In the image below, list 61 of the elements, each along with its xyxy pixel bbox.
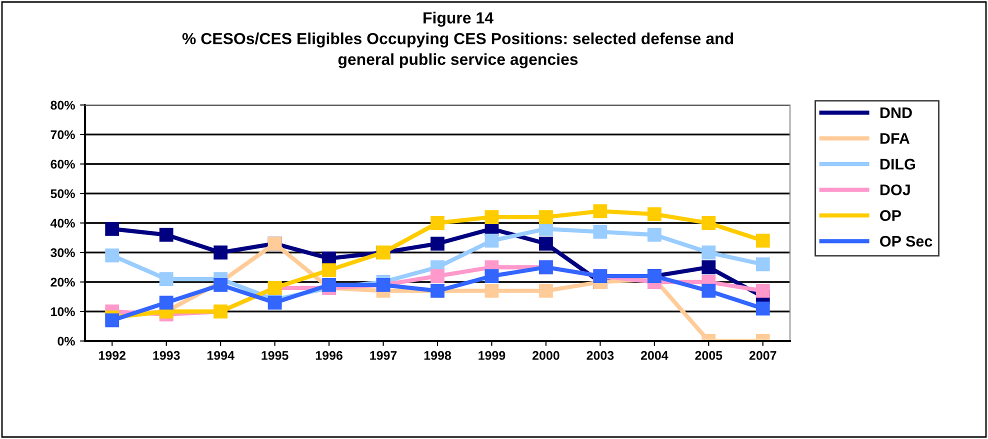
x-tick-label: 1996 xyxy=(316,351,342,360)
legend-label: DOJ xyxy=(880,184,910,196)
point xyxy=(702,260,716,274)
chart-title: Figure 14 % CESOs/CES Eligibles Occupying CES Positions: selected defense and general public service agencies xyxy=(182,12,734,68)
point xyxy=(539,236,553,251)
x-tick-label: 1992 xyxy=(99,351,126,360)
point xyxy=(484,269,499,284)
point xyxy=(647,228,662,242)
x-tick-label: 2005 xyxy=(695,351,722,360)
x-tick-label: 2007 xyxy=(749,351,776,360)
point xyxy=(159,228,174,242)
y-tick-label: 70% xyxy=(50,130,75,140)
point xyxy=(159,272,174,286)
point xyxy=(105,248,120,262)
x-tick-label: 1994 xyxy=(207,351,234,360)
point xyxy=(756,302,770,316)
x-tick-label: 1993 xyxy=(153,351,180,360)
y-tick-label: 20% xyxy=(50,278,75,287)
point xyxy=(593,204,608,218)
point xyxy=(430,269,444,284)
point xyxy=(702,216,716,230)
x-tick-label: 1998 xyxy=(424,351,452,360)
point xyxy=(430,216,444,230)
y-tick-label: 0% xyxy=(58,336,75,346)
point xyxy=(647,207,662,222)
y-tick-label: 10% xyxy=(51,307,75,316)
x-tick-label: 1997 xyxy=(370,351,397,360)
x-tick-label: 1995 xyxy=(262,351,288,360)
point xyxy=(484,234,499,248)
point xyxy=(702,284,716,298)
point xyxy=(702,246,716,260)
point xyxy=(105,313,120,328)
point xyxy=(430,236,444,251)
point xyxy=(539,284,553,298)
point xyxy=(214,278,228,292)
point xyxy=(105,222,120,236)
legend-label: DFA xyxy=(880,133,910,144)
legend-label: OP xyxy=(880,210,901,221)
point xyxy=(322,263,336,278)
point xyxy=(484,284,499,298)
y-tick-label: 30% xyxy=(50,248,75,258)
point xyxy=(593,224,608,239)
legend-label: DILG xyxy=(880,158,915,170)
point xyxy=(539,210,553,224)
point xyxy=(159,296,174,310)
x-tick-label: 2004 xyxy=(640,351,668,360)
point xyxy=(322,278,336,292)
x-tick-label: 2000 xyxy=(532,351,560,360)
legend-label: OP Sec xyxy=(880,236,932,247)
point xyxy=(756,257,770,272)
point xyxy=(756,234,770,248)
y-tick-label: 40% xyxy=(50,218,75,228)
point xyxy=(214,246,228,260)
y-tick-label: 80% xyxy=(50,100,75,110)
point xyxy=(756,284,770,298)
x-tick-label: 1999 xyxy=(478,351,506,360)
x-tick-label: 2003 xyxy=(586,351,614,360)
y-tick-label: 50% xyxy=(50,189,75,198)
point xyxy=(484,210,499,224)
y-tick-label: 60% xyxy=(50,160,75,169)
legend-label: DND xyxy=(880,108,912,118)
